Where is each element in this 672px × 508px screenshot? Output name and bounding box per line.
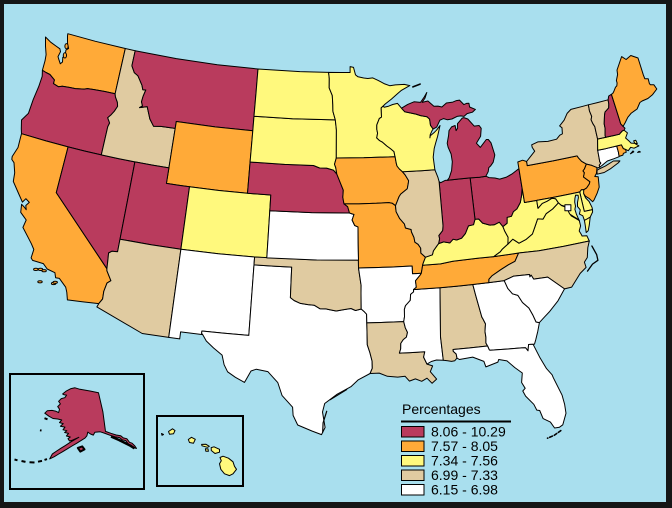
svg-text:7.57 - 8.05: 7.57 - 8.05 <box>431 438 498 454</box>
svg-text:6.15 - 6.98: 6.15 - 6.98 <box>431 482 498 498</box>
svg-text:7.34 - 7.56: 7.34 - 7.56 <box>431 453 498 469</box>
svg-text:8.06 - 10.29: 8.06 - 10.29 <box>431 424 506 440</box>
svg-text:Percentages: Percentages <box>402 401 481 417</box>
svg-text:6.99 - 7.33: 6.99 - 7.33 <box>431 467 498 483</box>
